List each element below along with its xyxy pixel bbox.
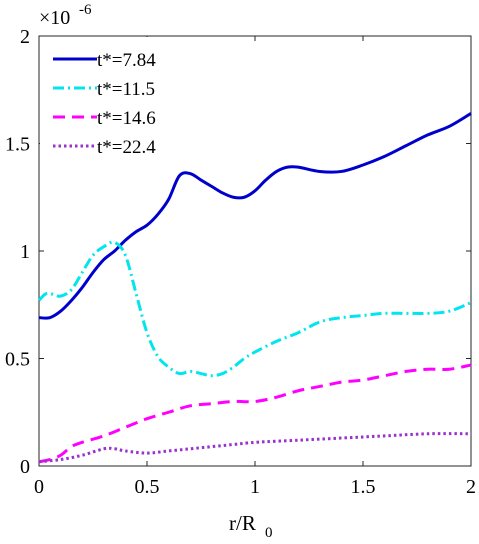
series-line-3: [38, 363, 472, 464]
x-tick-label: 0: [34, 476, 44, 498]
legend-label-2: t*=11.5: [97, 79, 155, 100]
x-axis-label-subscript: 0: [265, 525, 273, 541]
x-axis-label: r/R 0: [229, 511, 273, 541]
y-tick-label: 1: [20, 241, 30, 263]
series-line-1: [38, 112, 472, 320]
x-tick-label: 0.5: [135, 476, 160, 498]
legend-label-3: t*=14.6: [97, 108, 156, 129]
legend-label-4: t*=22.4: [97, 137, 156, 158]
legend-entries: t*=7.84 t*=11.5 t*=14.6 t*=22.4: [53, 50, 156, 158]
axis-ticks: 0 0.5 1 1.5 2 0 0.5 1 1.5 2: [5, 26, 476, 498]
y-exponent: ×10 -6: [39, 2, 92, 29]
y-tick-label: 0: [20, 456, 30, 478]
series-layer: [37, 112, 472, 464]
y-exponent-power: -6: [79, 2, 92, 18]
x-axis-label-text: r/R: [229, 511, 256, 535]
x-tick-label: 1: [250, 476, 260, 498]
y-tick-label: 2: [20, 26, 30, 48]
x-tick-label: 1.5: [351, 476, 376, 498]
y-tick-label: 0.5: [5, 349, 30, 371]
y-tick-label: 1.5: [5, 134, 30, 156]
y-exponent-base: ×10: [39, 7, 70, 29]
legend: t*=7.84 t*=11.5 t*=14.6 t*=22.4: [40, 37, 175, 167]
x-tick-label: 2: [466, 476, 476, 498]
legend-label-1: t*=7.84: [97, 50, 156, 71]
